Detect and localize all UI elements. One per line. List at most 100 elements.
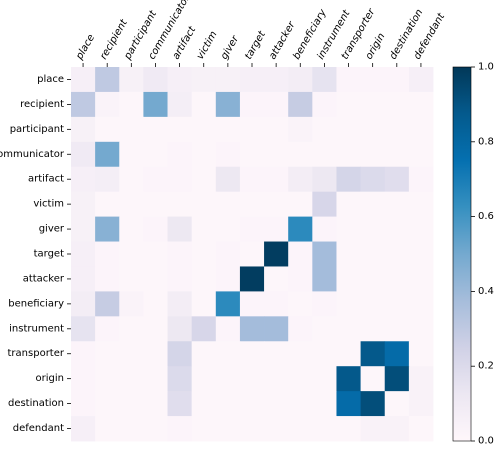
heatmap-cell-place-recipient — [95, 67, 120, 93]
heatmap-cell-recipient-communicator — [143, 91, 168, 118]
heatmap-cell-beneficiary-artifact — [167, 291, 193, 317]
heatmap-cell-target-communicator — [143, 241, 168, 267]
colorbar-tick-label: 0.8 — [478, 136, 494, 147]
column-label-place: place — [74, 33, 97, 63]
heatmap-cell-place-place — [71, 67, 96, 93]
heatmap-cell-giver-transporter — [336, 216, 361, 242]
heatmap-cell-communicator-artifact — [167, 141, 193, 168]
column-label-giver: giver — [219, 33, 242, 61]
heatmap-cell-participant-place — [71, 116, 96, 143]
heatmap-cell-participant-defendant — [408, 116, 434, 143]
heatmap-cell-recipient-place — [71, 91, 96, 118]
heatmap-cell-transporter-artifact — [167, 341, 193, 367]
heatmap-cell-destination-victim — [191, 391, 217, 417]
heatmap-cell-giver-destination — [384, 216, 410, 242]
heatmap-cell-communicator-beneficiary — [288, 141, 313, 168]
row-label-participant: participant — [10, 124, 64, 135]
heatmap-cell-transporter-instrument — [312, 341, 337, 367]
heatmap-cell-instrument-artifact — [167, 316, 193, 342]
heatmap-cell-defendant-place — [71, 416, 96, 442]
heatmap-cell-place-transporter — [336, 67, 361, 93]
heatmap-cell-target-instrument — [312, 241, 337, 267]
heatmap-cell-destination-place — [71, 391, 96, 417]
heatmap-cell-place-victim — [191, 67, 217, 93]
heatmap-cell-participant-recipient — [95, 116, 120, 143]
heatmap-cell-communicator-participant — [119, 141, 144, 168]
heatmap-cell-victim-giver — [215, 191, 241, 217]
heatmap-cell-attacker-origin — [360, 266, 386, 292]
heatmap-cell-victim-instrument — [312, 191, 337, 217]
colorbar-tick-label: 0.6 — [478, 211, 494, 222]
heatmap-cell-transporter-defendant — [408, 341, 434, 367]
heatmap-cells — [71, 67, 434, 442]
heatmap-cell-instrument-instrument — [312, 316, 337, 342]
heatmap-cell-instrument-beneficiary — [288, 316, 313, 342]
heatmap-cell-beneficiary-participant — [119, 291, 144, 317]
heatmap-cell-beneficiary-recipient — [95, 291, 120, 317]
column-label-origin: origin — [364, 31, 388, 61]
heatmap-cell-beneficiary-transporter — [336, 291, 361, 317]
heatmap-cell-beneficiary-beneficiary — [288, 291, 313, 317]
column-label-target: target — [243, 29, 268, 62]
heatmap-cell-origin-transporter — [336, 366, 361, 392]
heatmap-cell-attacker-communicator — [143, 266, 168, 292]
heatmap-cell-participant-attacker — [264, 116, 289, 143]
heatmap-cell-target-participant — [119, 241, 144, 267]
heatmap-cell-victim-victim — [191, 191, 217, 217]
heatmap-cell-defendant-recipient — [95, 416, 120, 442]
heatmap-cell-target-giver — [215, 241, 241, 267]
heatmap-cell-giver-victim — [191, 216, 217, 242]
column-labels: place recipientparticipantcommunicatorart… — [74, 0, 448, 67]
heatmap-cell-artifact-artifact — [167, 166, 193, 193]
heatmap-cell-place-beneficiary — [288, 67, 313, 93]
heatmap-cell-destination-origin — [360, 391, 386, 417]
heatmap-cell-artifact-defendant — [408, 166, 434, 193]
heatmap-cell-instrument-attacker — [264, 316, 289, 342]
heatmap-cell-defendant-instrument — [312, 416, 337, 442]
heatmap-cell-giver-communicator — [143, 216, 168, 242]
heatmap-cell-victim-origin — [360, 191, 386, 217]
heatmap-cell-attacker-place — [71, 266, 96, 292]
heatmap-cell-instrument-defendant — [408, 316, 434, 342]
heatmap-cell-victim-recipient — [95, 191, 120, 217]
column-label-victim: victim — [195, 29, 220, 61]
heatmap-cell-instrument-communicator — [143, 316, 168, 342]
heatmap-cell-instrument-origin — [360, 316, 386, 342]
heatmap-cell-attacker-instrument — [312, 266, 337, 292]
heatmap-cell-communicator-target — [239, 141, 265, 168]
heatmap-cell-target-victim — [191, 241, 217, 267]
row-label-instrument: instrument — [9, 323, 64, 334]
heatmap-cell-defendant-target — [239, 416, 265, 442]
heatmap-cell-communicator-attacker — [264, 141, 289, 168]
heatmap-cell-attacker-destination — [384, 266, 410, 292]
row-label-artifact: artifact — [28, 174, 64, 185]
heatmap-cell-beneficiary-instrument — [312, 291, 337, 317]
heatmap-cell-beneficiary-victim — [191, 291, 217, 317]
heatmap-cell-instrument-target — [239, 316, 265, 342]
heatmap-cell-victim-participant — [119, 191, 144, 217]
colorbar-tick-label: 0.4 — [478, 286, 494, 297]
heatmap-cell-defendant-participant — [119, 416, 144, 442]
heatmap-cell-participant-destination — [384, 116, 410, 143]
heatmap-cell-defendant-beneficiary — [288, 416, 313, 442]
colorbar — [452, 66, 472, 442]
heatmap-cell-defendant-attacker — [264, 416, 289, 442]
heatmap-cell-communicator-place — [71, 141, 96, 168]
heatmap-cell-origin-participant — [119, 366, 144, 392]
heatmap-cell-destination-participant — [119, 391, 144, 417]
colorbar-tick-label: 1.0 — [478, 62, 494, 73]
heatmap-cell-target-artifact — [167, 241, 193, 267]
heatmap-cell-victim-target — [239, 191, 265, 217]
heatmap-cell-giver-participant — [119, 216, 144, 242]
heatmap-cell-participant-transporter — [336, 116, 361, 143]
heatmap-cell-defendant-transporter — [336, 416, 361, 442]
heatmap-cell-transporter-place — [71, 341, 96, 367]
heatmap-cell-giver-target — [239, 216, 265, 242]
heatmap-cell-artifact-participant — [119, 166, 144, 193]
heatmap-cell-target-attacker — [264, 241, 289, 267]
heatmap-cell-attacker-target — [239, 266, 265, 292]
heatmap-cell-destination-destination — [384, 391, 410, 417]
heatmap-cell-victim-defendant — [408, 191, 434, 217]
row-label-target: target — [34, 249, 64, 260]
